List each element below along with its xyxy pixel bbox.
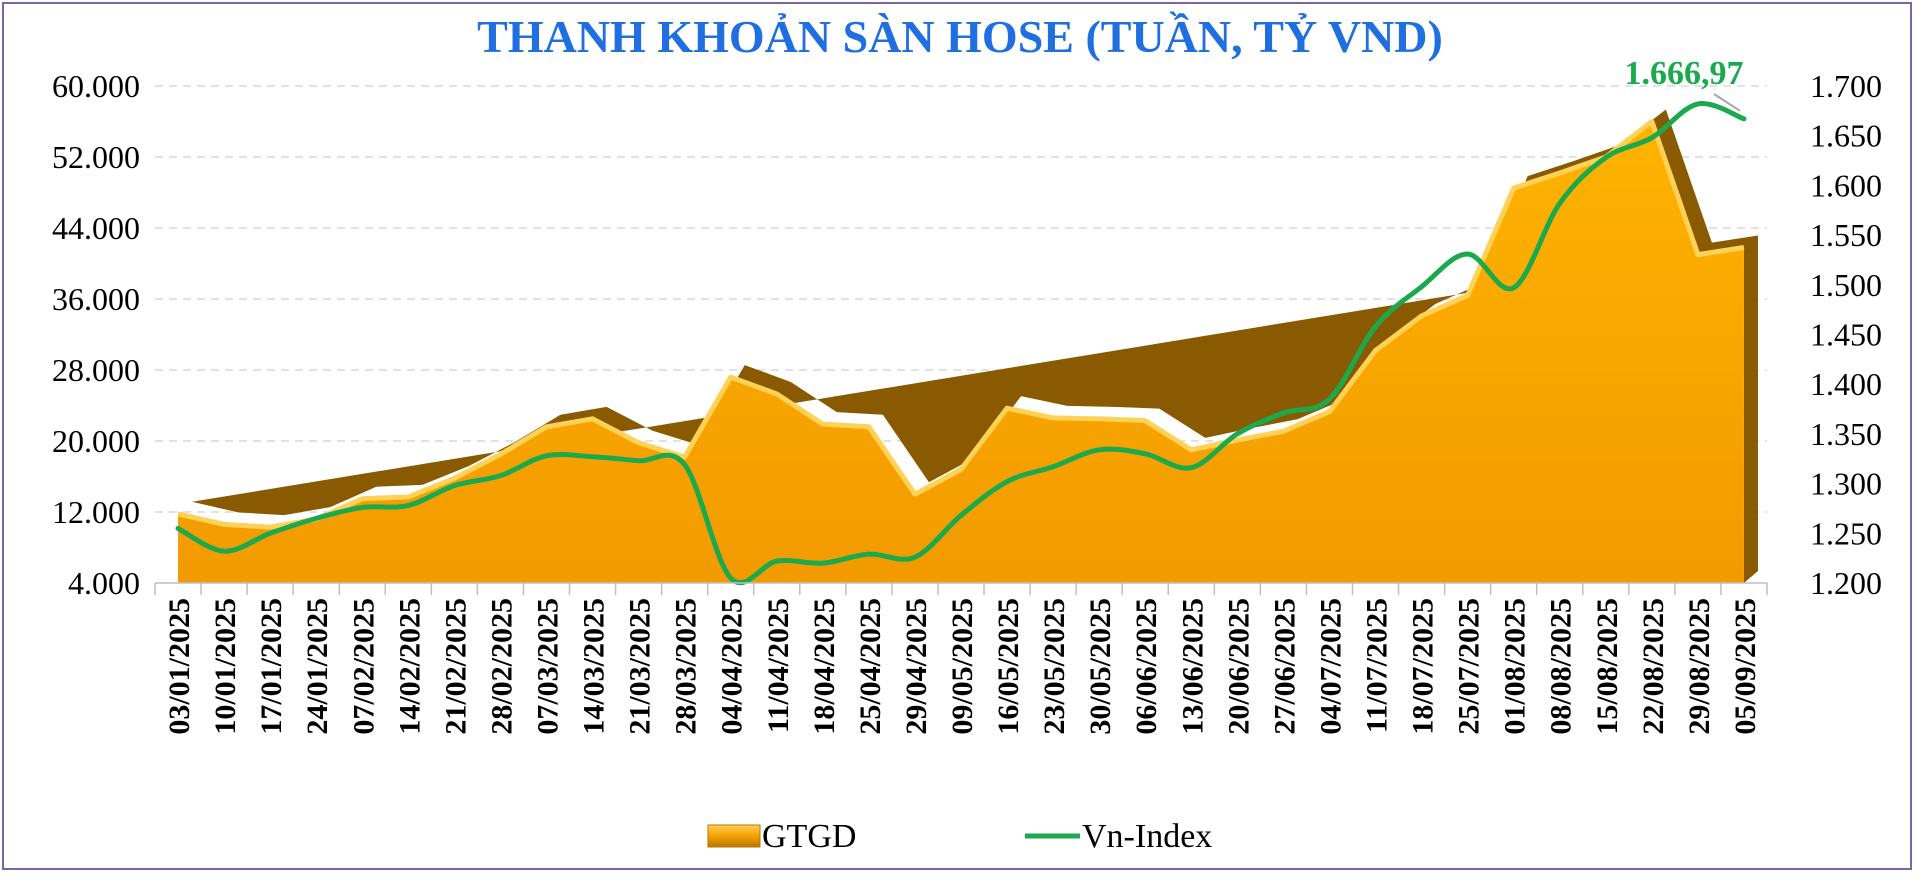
x-tick-label: 08/08/2025 [1545,598,1578,735]
x-tick-label: 16/05/2025 [992,598,1025,735]
x-tick-label: 13/06/2025 [1176,598,1209,735]
legend: GTGD Vn-Index [707,818,1212,855]
x-tick-label: 06/06/2025 [1130,598,1163,735]
x-tick-label: 21/02/2025 [439,598,472,735]
vn-index-last-value-label: 1.666,97 [1624,55,1743,92]
x-tick-label: 11/07/2025 [1361,598,1394,733]
x-tick-label: 30/05/2025 [1084,598,1117,735]
x-tick-label: 01/08/2025 [1499,598,1532,735]
x-tick-label: 18/04/2025 [808,598,841,735]
right-tick-label: 1.600 [1810,167,1882,203]
x-tick-label: 04/04/2025 [716,598,749,735]
x-tick-label: 23/05/2025 [1038,598,1071,735]
right-tick-label: 1.400 [1810,366,1882,402]
vn-index-line-series [175,93,1747,586]
right-tick-label: 1.650 [1810,118,1882,154]
x-tick-label: 25/07/2025 [1453,598,1486,735]
legend-vn-index-label: Vn-Index [1082,818,1212,855]
vn-index-line [175,101,1747,586]
left-tick-label: 36.000 [52,281,140,317]
left-tick-label: 44.000 [52,210,140,246]
x-tick-label: 04/07/2025 [1314,598,1347,735]
x-tick-label: 17/01/2025 [255,598,288,735]
x-tick-label: 21/03/2025 [624,598,657,735]
left-tick-label: 20.000 [52,423,140,459]
x-tick-label: 09/05/2025 [946,598,979,735]
x-tick-label: 27/06/2025 [1268,598,1301,735]
x-tick-label: 11/04/2025 [762,598,795,733]
x-tick-label: 20/06/2025 [1222,598,1255,735]
right-tick-label: 1.700 [1810,68,1882,104]
left-tick-label: 60.000 [52,68,140,104]
x-tick-label: 07/02/2025 [347,598,380,735]
gtgd-area-highlight [177,119,1745,530]
x-tick-label: 28/03/2025 [670,598,703,735]
x-tick-label: 28/02/2025 [485,598,518,735]
x-tick-label: 29/04/2025 [900,598,933,735]
x-tick-label: 03/01/2025 [163,598,196,735]
left-tick-label: 28.000 [52,352,140,388]
right-tick-label: 1.350 [1810,416,1882,452]
legend-gtgd-label: GTGD [762,818,856,855]
right-tick-label: 1.300 [1810,466,1882,502]
gtgd-area-series [177,109,1758,583]
x-axis: 03/01/2025 10/01/2025 17/01/2025 24/01/2025… [154,582,1768,735]
left-tick-label: 4.000 [68,565,140,601]
x-tick-label: 14/02/2025 [393,598,426,735]
left-axis-ticks: 4.000 12.000 20.000 28.000 36.000 44.000 52.00… [52,68,140,601]
x-tick-label: 15/08/2025 [1591,598,1624,735]
x-tick-label: 29/08/2025 [1683,598,1716,735]
right-tick-label: 1.500 [1810,267,1882,303]
x-tick-label: 25/04/2025 [854,598,887,735]
right-tick-label: 1.550 [1810,217,1882,253]
left-tick-label: 52.000 [52,139,140,175]
right-tick-label: 1.200 [1810,565,1882,601]
chart-title: THANH KHOẢN SÀN HOSE (TUẦN, TỶ VND) [477,10,1443,62]
annotation-leader-line [1713,93,1741,112]
legend-gtgd-swatch [707,824,761,848]
x-tick-label: 24/01/2025 [301,598,334,735]
x-tick-label: 18/07/2025 [1407,598,1440,735]
x-tick-label: 22/08/2025 [1637,598,1670,735]
right-tick-label: 1.250 [1810,515,1882,551]
x-tick-label: 14/03/2025 [578,598,611,735]
right-axis-ticks: 1.200 1.250 1.300 1.350 1.400 1.450 1.500 1.550… [1810,68,1882,601]
left-tick-label: 12.000 [52,494,140,530]
x-tick-label: 05/09/2025 [1729,598,1762,735]
x-tick-label: 10/01/2025 [209,598,242,735]
x-tick-label: 07/03/2025 [531,598,564,735]
gtgd-area-fill [178,121,1744,583]
right-tick-label: 1.450 [1810,317,1882,353]
